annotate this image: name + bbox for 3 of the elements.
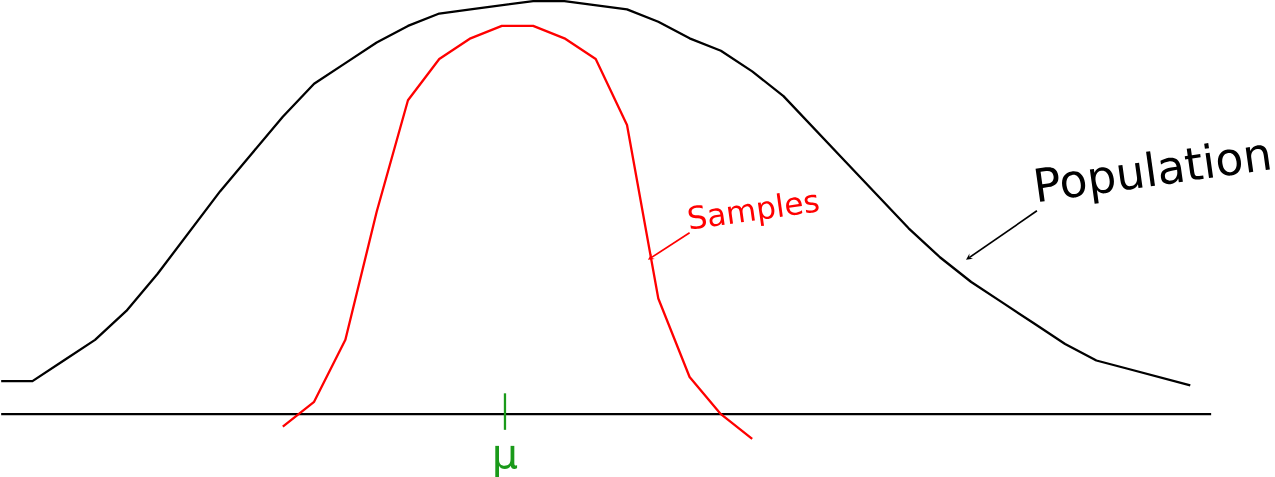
text: μ — [495, 445, 518, 477]
text: Population — [1035, 143, 1270, 204]
text: Samples — [688, 193, 819, 229]
